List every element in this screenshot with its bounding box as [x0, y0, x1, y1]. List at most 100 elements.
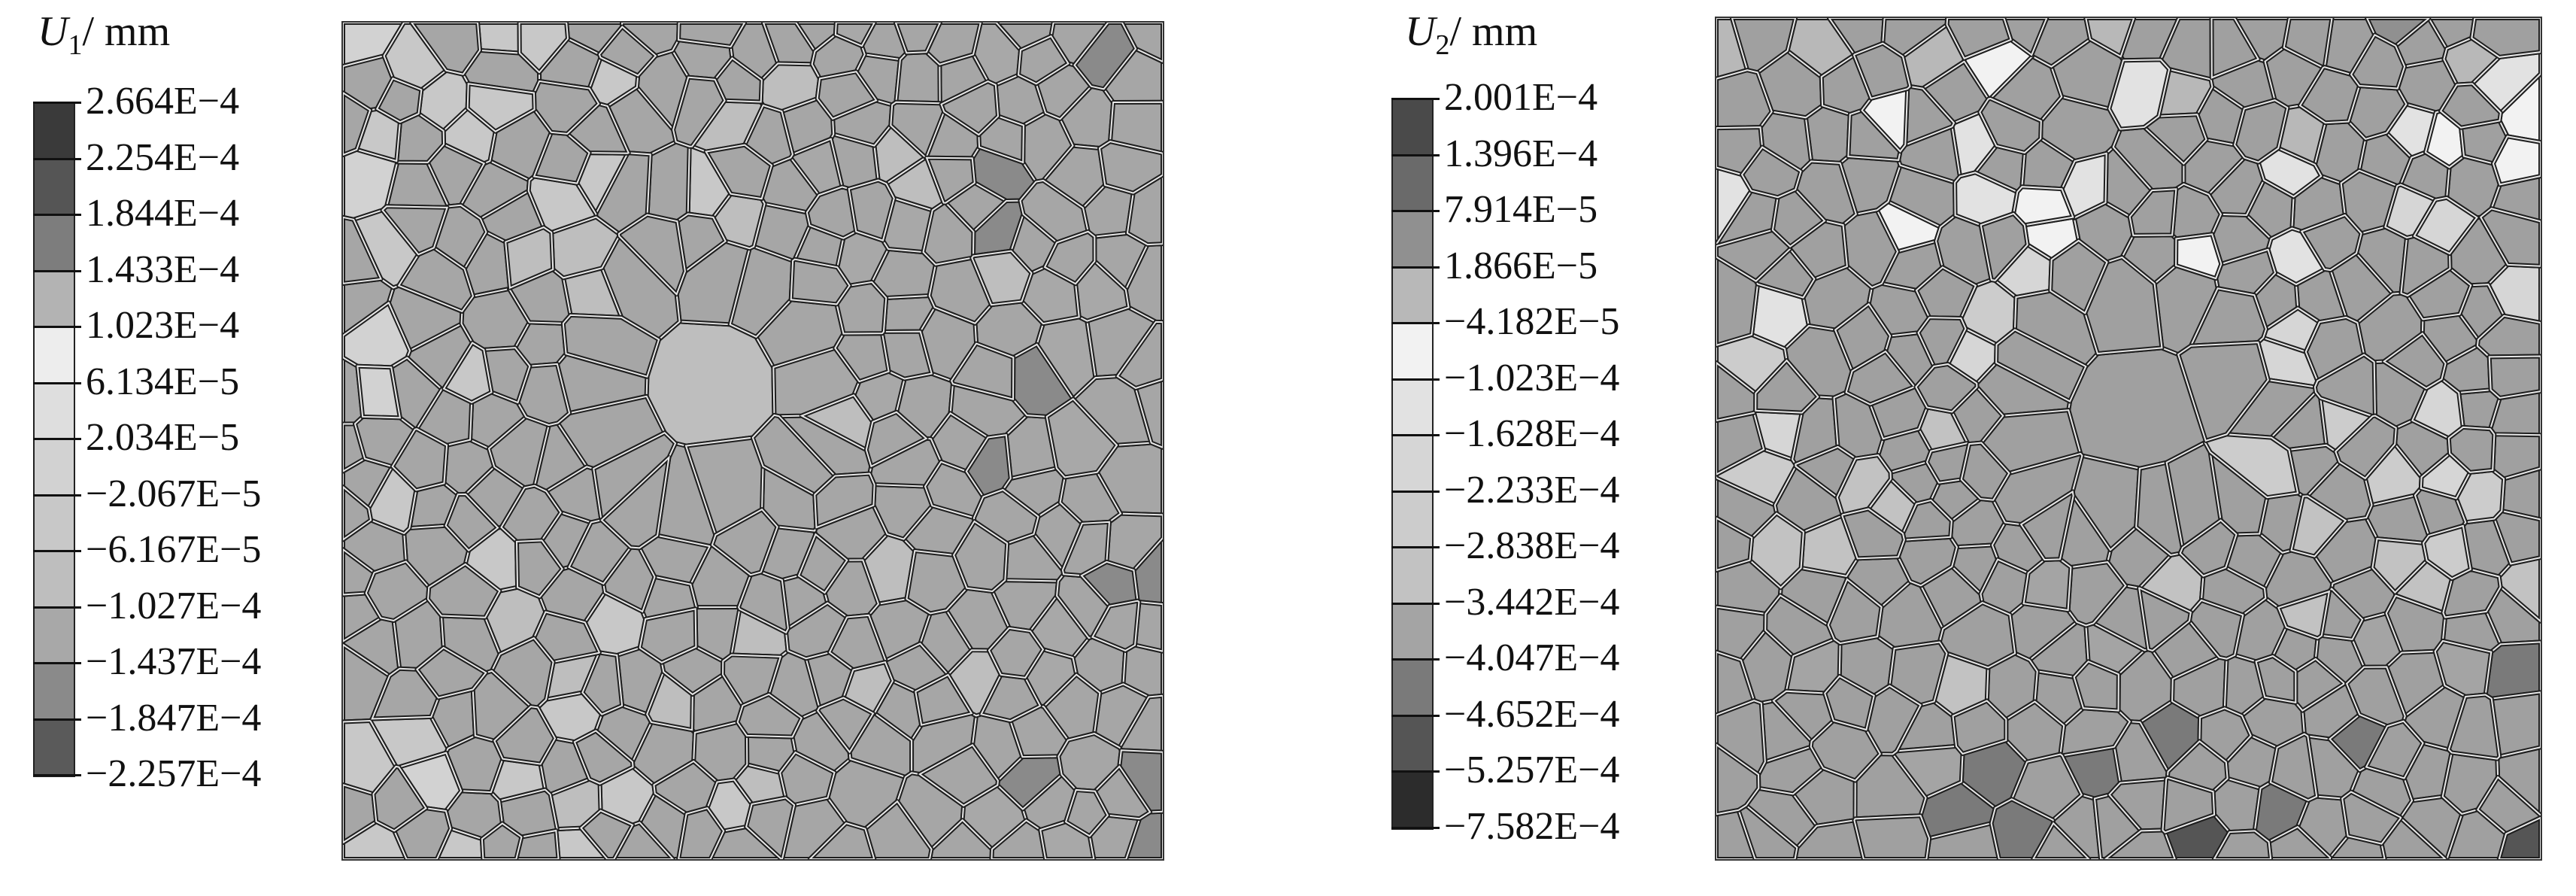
u1-legend-label: −1.437E−4	[86, 640, 262, 683]
u1-grain-boundary	[343, 216, 383, 284]
u2-grain-boundary	[1938, 601, 2016, 669]
u2-grain-cell	[2011, 184, 2076, 228]
u2-legend-swatch	[1393, 660, 1432, 716]
u1-grain-boundary	[834, 333, 890, 383]
u1-grain-boundary	[532, 131, 590, 184]
u2-grain-boundary	[2162, 776, 2216, 834]
u1-grain-boundary	[816, 697, 875, 754]
u1-grain-boundary	[391, 428, 448, 491]
u1-grain-boundary	[1080, 560, 1139, 607]
u1-grain-boundary	[372, 765, 427, 832]
u2-displacement-field	[1715, 17, 2542, 861]
u1-legend-swatch	[35, 383, 74, 439]
u1-grain-boundary	[915, 673, 973, 726]
u1-grain-boundary	[972, 488, 1039, 545]
u1-legend-tick	[33, 269, 81, 272]
u2-title-variable: U	[1405, 8, 1436, 55]
u1-grain-boundary	[1073, 23, 1137, 90]
u1-legend-label: 1.433E−4	[86, 248, 240, 291]
u2-grain-boundary	[1824, 675, 1875, 731]
u1-grain-cell	[514, 828, 561, 859]
u2-grain-boundary	[1980, 212, 2028, 281]
u1-color-legend: 2.664E−4 2.254E−4 1.844E−4 1.433E−4 1.023E−4…	[33, 82, 349, 854]
u2-grain-boundary	[2480, 208, 2541, 267]
u1-grain-boundary	[481, 822, 523, 859]
u2-grain-boundary	[2492, 135, 2541, 186]
u1-legend-tick	[33, 157, 81, 160]
u1-grain-boundary	[971, 250, 1033, 306]
u1-grain-cell	[355, 363, 402, 421]
u2-grain-boundary	[1836, 454, 1892, 516]
u1-grain-boundary	[894, 23, 942, 54]
u2-grain-boundary	[1960, 442, 2010, 501]
u2-grain-boundary	[2210, 18, 2260, 79]
u2-grain-boundary	[2233, 99, 2289, 163]
u2-legend-swatch	[1393, 491, 1432, 548]
u2-grain-boundary	[2335, 415, 2397, 480]
u1-legend-tick	[33, 326, 81, 328]
u1-grain-boundary	[598, 26, 657, 77]
u2-legend-tick	[1391, 434, 1440, 436]
u2-legend-label: 1.396E−4	[1444, 132, 1598, 175]
u2-legend-tick	[1391, 602, 1440, 605]
u2-grain-boundary	[1861, 87, 1909, 153]
u1-grain-boundary	[639, 608, 697, 664]
u2-grain-cell	[2486, 354, 2541, 400]
u1-grain-boundary	[515, 539, 563, 598]
u2-grain-boundary	[2493, 509, 2541, 565]
u1-legend-tick	[33, 102, 81, 104]
u2-title: U2/ mm	[1405, 8, 1537, 62]
u2-legend-label: −4.182E−5	[1444, 300, 1620, 343]
u1-grain-boundary	[811, 33, 866, 80]
u2-legend-tick	[1391, 490, 1440, 493]
u2-legend-label: −1.628E−4	[1444, 412, 1620, 455]
u1-grain-boundary	[925, 156, 975, 204]
u2-grain-boundary	[1731, 18, 1797, 74]
u2-grain-boundary	[2498, 816, 2541, 859]
u2-grain-cell	[2456, 387, 2502, 432]
u2-grain-boundary	[2104, 829, 2176, 859]
u1-grain-boundary	[1018, 35, 1070, 85]
u2-legend-label: 2.001E−4	[1444, 76, 1598, 119]
u2-legend-tick	[1391, 658, 1440, 661]
u2-legend-swatch	[1393, 548, 1432, 604]
u2-legend-swatch	[1393, 155, 1432, 211]
u2-legend-swatch	[1393, 323, 1432, 380]
u2-legend-label: −2.233E−4	[1444, 468, 1620, 512]
u2-grain-boundary	[2329, 835, 2386, 859]
u1-grain-boundary	[410, 23, 481, 75]
u1-grain-boundary	[357, 365, 402, 419]
u2-legend-tick	[1391, 546, 1440, 548]
u1-grain-boundary	[745, 797, 796, 859]
u2-grain-boundary	[2365, 720, 2424, 779]
u2-grain-boundary	[1979, 97, 2042, 154]
u1-grain-boundary	[416, 646, 487, 699]
u2-grain-boundary	[2138, 587, 2192, 652]
u2-legend-swatch	[1393, 99, 1432, 156]
u2-grain-boundary	[2175, 233, 2223, 280]
u2-grain-boundary	[1882, 18, 1949, 58]
u2-grain-boundary	[1795, 445, 1857, 499]
u1-grain-boundary	[600, 455, 670, 549]
u1-grain-boundary	[972, 23, 1022, 86]
u1-legend-tick	[33, 381, 81, 384]
u1-legend-swatch	[35, 551, 74, 608]
u2-legend-tick	[1391, 153, 1440, 156]
u1-title-subscript: 1	[68, 29, 83, 62]
u1-legend-label: −6.167E−5	[86, 528, 262, 571]
u2-legend-label: −1.023E−4	[1444, 356, 1620, 399]
u1-grain-boundary	[790, 258, 851, 305]
u2-grain-boundary	[2269, 733, 2318, 801]
u1-grain-boundary	[375, 77, 423, 123]
u1-grain-boundary	[814, 472, 875, 529]
u2-grain-boundary	[1852, 42, 1911, 99]
u1-grain-boundary	[797, 533, 848, 594]
u2-legend-colorbar	[1391, 98, 1434, 830]
u1-grain-boundary	[1019, 179, 1089, 244]
u2-grain-boundary	[2350, 34, 2406, 90]
u2-panel: U2/ mm 2.001E−4 1.396E−4 7.914E−5 1.866E−5 −…	[1354, 0, 2576, 896]
u1-grain-boundary	[493, 706, 557, 765]
u1-legend-swatch	[35, 495, 74, 551]
u1-grain-boundary	[343, 485, 372, 541]
u1-grain-boundary	[1039, 821, 1095, 859]
